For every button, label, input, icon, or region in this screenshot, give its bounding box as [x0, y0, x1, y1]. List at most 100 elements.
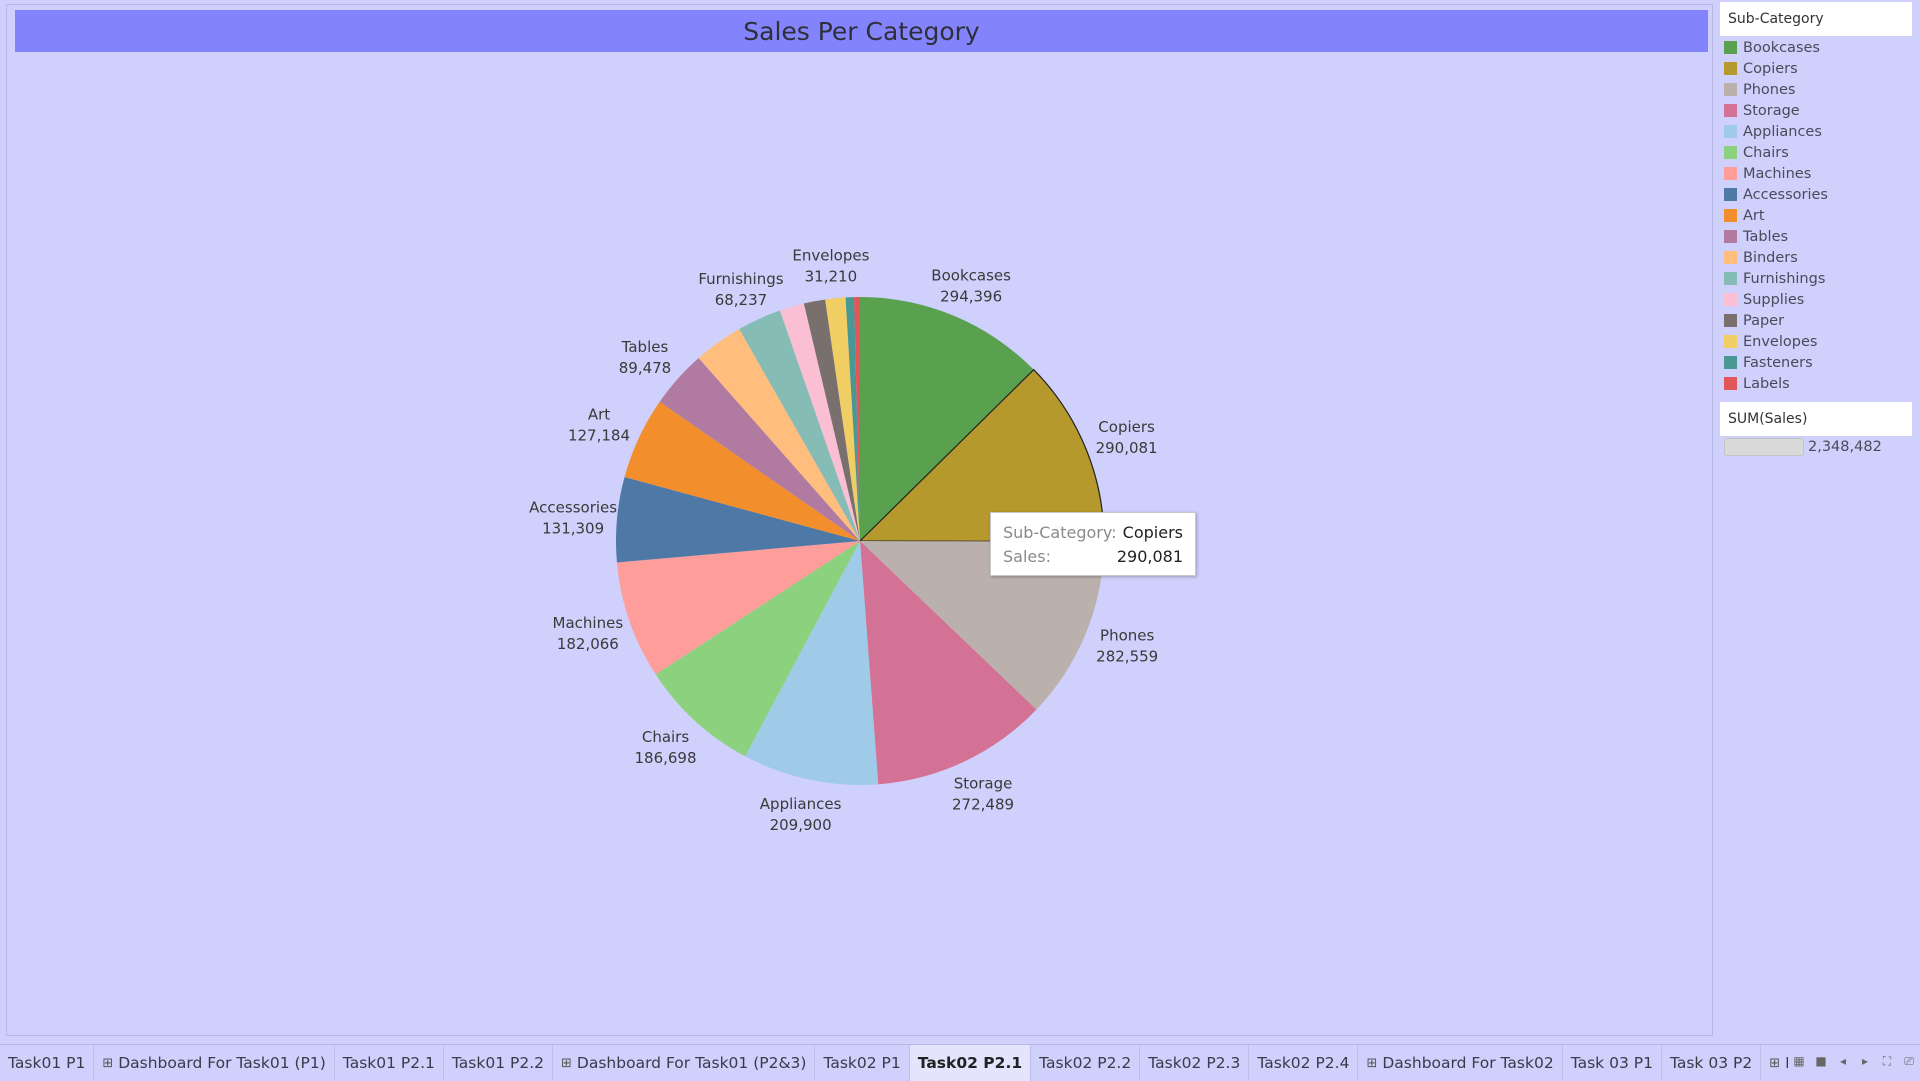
legend-item-appliances[interactable]: Appliances — [1724, 121, 1828, 142]
fullscreen-icon[interactable]: ⛶ — [1882, 1054, 1892, 1068]
legend-label: Envelopes — [1743, 333, 1818, 350]
pie-slice-machines[interactable] — [616, 541, 860, 675]
slice-label-appliances: Appliances 209,900 — [760, 795, 842, 834]
pie-slices[interactable] — [615, 297, 1105, 785]
legend-item-chairs[interactable]: Chairs — [1724, 142, 1828, 163]
tab-task02-p1[interactable]: Task02 P1 — [815, 1045, 910, 1081]
slice-label-bookcases: Bookcases 294,396 — [931, 267, 1011, 306]
legend-list: Bookcases Copiers Phones Storage Appliances C… — [1724, 37, 1828, 394]
legend-swatch — [1724, 104, 1737, 117]
legend-item-bookcases[interactable]: Bookcases — [1724, 37, 1828, 58]
slice-label-storage: Storage 272,489 — [952, 774, 1014, 813]
slice-label-machines: Machines 182,066 — [553, 614, 624, 653]
pie-chart[interactable]: Bookcases 294,396 Copiers 290,081 Phones 282,… — [0, 0, 1720, 1040]
pie-slice-paper[interactable] — [803, 299, 860, 541]
legend-label: Art — [1743, 207, 1765, 224]
pie-slice-art[interactable] — [624, 401, 860, 541]
legend-label: Machines — [1743, 165, 1812, 182]
slice-label-phones: Phones 282,559 — [1096, 627, 1158, 666]
slice-label-envelopes: Envelopes 31,210 — [792, 246, 869, 285]
tab-label: Task02 P2.3 — [1148, 1054, 1241, 1072]
legend-item-tables[interactable]: Tables — [1724, 226, 1828, 247]
legend-swatch — [1724, 209, 1737, 222]
legend-item-binders[interactable]: Binders — [1724, 247, 1828, 268]
legend-item-phones[interactable]: Phones — [1724, 79, 1828, 100]
slice-label-copiers: Copiers 290,081 — [1096, 418, 1158, 457]
tab-task02-p2-4[interactable]: Task02 P2.4 — [1249, 1045, 1359, 1081]
tab-label: Task02 P1 — [823, 1054, 901, 1072]
legend-label: Fasteners — [1743, 354, 1813, 371]
legend-item-supplies[interactable]: Supplies — [1724, 289, 1828, 310]
legend-swatch — [1724, 251, 1737, 264]
legend-label: Labels — [1743, 375, 1790, 392]
legend-label: Copiers — [1743, 60, 1798, 77]
tab-label: Task02 P2.4 — [1257, 1054, 1350, 1072]
tab-task-03-p1[interactable]: Task 03 P1 — [1563, 1045, 1662, 1081]
tab-label: Dashboard For Task02 — [1382, 1054, 1554, 1072]
dashboard-icon: ⊞ — [561, 1055, 572, 1071]
pie-slice-appliances[interactable] — [745, 541, 879, 785]
pie-slice-accessories[interactable] — [615, 477, 860, 563]
pie-labels: Bookcases 294,396 Copiers 290,081 Phones 282,… — [529, 246, 1158, 834]
pie-slice-tables[interactable] — [659, 357, 860, 541]
tab-task01-p1[interactable]: Task01 P1 — [0, 1045, 95, 1081]
legend-label: Tables — [1743, 228, 1789, 245]
stop-icon[interactable]: ■ — [1815, 1054, 1827, 1068]
tab-dashboboa[interactable]: ⊞ Dashboboa — [1761, 1045, 1788, 1081]
pie-slice-fasteners[interactable] — [845, 297, 860, 541]
tooltip: Sub-Category: Copiers Sales: 290,081 — [990, 512, 1196, 576]
pie-slice-furnishings[interactable] — [739, 310, 860, 541]
slice-label-chairs: Chairs 186,698 — [634, 728, 696, 767]
legend-label: Phones — [1743, 81, 1796, 98]
prev-sheet-icon[interactable]: ◂ — [1839, 1054, 1847, 1068]
chart-title: Sales Per Category — [15, 10, 1708, 52]
pie-slice-chairs[interactable] — [655, 541, 860, 757]
tab-task02-p2-2[interactable]: Task02 P2.2 — [1031, 1045, 1141, 1081]
pie-slice-phones[interactable] — [860, 541, 1104, 710]
slice-label-art: Art 127,184 — [568, 406, 630, 445]
size-legend-value: 2,348,482 — [1808, 439, 1882, 455]
tab-dashboard-for-task02[interactable]: ⊞ Dashboard For Task02 — [1358, 1045, 1563, 1081]
legend-swatch — [1724, 125, 1737, 138]
legend-item-copiers[interactable]: Copiers — [1724, 58, 1828, 79]
legend-swatch — [1724, 167, 1737, 180]
legend-label: Chairs — [1743, 144, 1789, 161]
pie-slice-labels[interactable] — [854, 297, 860, 541]
legend-item-paper[interactable]: Paper — [1724, 310, 1828, 331]
legend-item-storage[interactable]: Storage — [1724, 100, 1828, 121]
sheet-tabs: Task01 P1 ⊞ Dashboard For Task01 (P1) Task0… — [0, 1045, 1788, 1081]
pie-slice-bookcases[interactable] — [860, 297, 1034, 541]
tab-task02-p2-1[interactable]: Task02 P2.1 — [909, 1045, 1032, 1081]
tooltip-key-subcategory: Sub-Category: — [1003, 523, 1117, 542]
legend-item-art[interactable]: Art — [1724, 205, 1828, 226]
pie-slice-binders[interactable] — [698, 329, 860, 541]
tooltip-key-sales: Sales: — [1003, 547, 1051, 566]
tab-task-03-p2[interactable]: Task 03 P2 — [1662, 1045, 1762, 1081]
legend-swatch — [1724, 293, 1737, 306]
sheet-tabs-bar: Task01 P1 ⊞ Dashboard For Task01 (P1) Task0… — [0, 1044, 1920, 1081]
pie-slice-storage[interactable] — [860, 541, 1037, 785]
legend-item-machines[interactable]: Machines — [1724, 163, 1828, 184]
legend-item-furnishings[interactable]: Furnishings — [1724, 268, 1828, 289]
pie-slice-supplies[interactable] — [779, 303, 860, 541]
tab-label: Task02 P2.1 — [917, 1054, 1023, 1072]
presentation-icon[interactable]: ⎚ — [1904, 1054, 1914, 1068]
legend-item-envelopes[interactable]: Envelopes — [1724, 331, 1828, 352]
legend-item-labels[interactable]: Labels — [1724, 373, 1828, 394]
tab-dashboard-for-task01-p2-3-[interactable]: ⊞ Dashboard For Task01 (P2&3) — [553, 1045, 816, 1081]
tab-dashboard-for-task01-p1-[interactable]: ⊞ Dashboard For Task01 (P1) — [94, 1045, 335, 1081]
legend-item-accessories[interactable]: Accessories — [1724, 184, 1828, 205]
pie-slice-envelopes[interactable] — [825, 297, 860, 541]
next-sheet-icon[interactable]: ▸ — [1861, 1054, 1869, 1068]
legend-item-fasteners[interactable]: Fasteners — [1724, 352, 1828, 373]
tab-task01-p2-1[interactable]: Task01 P2.1 — [335, 1045, 444, 1081]
slice-label-furnishings: Furnishings 68,237 — [698, 270, 783, 309]
grid-view-icon[interactable]: ▦ — [1793, 1054, 1805, 1068]
tab-task02-p2-3[interactable]: Task02 P2.3 — [1140, 1045, 1250, 1081]
tooltip-value-sales: 290,081 — [1116, 547, 1183, 566]
legend-swatch — [1724, 188, 1737, 201]
tab-task01-p2-2[interactable]: Task01 P2.2 — [444, 1045, 554, 1081]
size-legend-bar — [1724, 438, 1804, 456]
dashboard-icon: ⊞ — [102, 1055, 114, 1071]
